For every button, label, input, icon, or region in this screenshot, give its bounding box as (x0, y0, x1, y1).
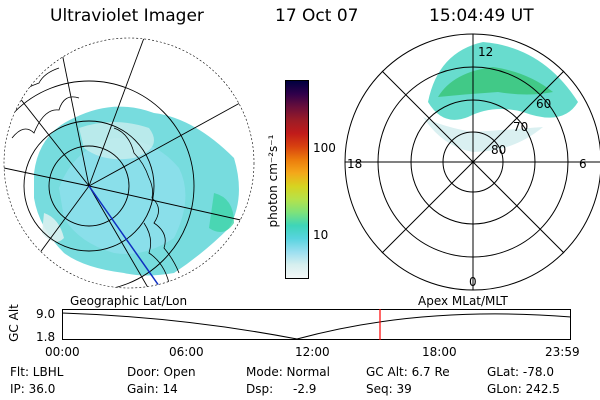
colorbar-tick-100: 100 (313, 141, 336, 155)
time-tick-0000: 00:00 (45, 345, 80, 359)
altitude-timeline (61, 309, 572, 340)
app-title: Ultraviolet Imager (50, 6, 204, 26)
geographic-map (3, 37, 255, 289)
colorbar (285, 80, 309, 279)
left-map-label: Geographic Lat/Lon (70, 294, 188, 308)
dsp-value: -2.9 (293, 382, 317, 396)
date-label: 17 Oct 07 (275, 6, 359, 26)
mlat-label-70: 70 (513, 120, 529, 134)
mlat-label-60: 60 (536, 97, 552, 111)
door-label: Door: Open (127, 365, 196, 379)
gain-label: Gain: 14 (127, 382, 178, 396)
time-tick-0600: 06:00 (169, 345, 204, 359)
satellite-track (88, 185, 165, 288)
mlt-label-0: 0 (469, 275, 477, 289)
ip-label: IP: 36.0 (10, 382, 56, 396)
colorbar-unit-label: photon cm⁻²s⁻¹ (266, 134, 280, 228)
timeline-axis-label: GC Alt (7, 304, 21, 342)
time-tick-2359: 23:59 (545, 345, 580, 359)
mlt-label-12: 12 (478, 45, 494, 59)
seq-label: Seq: 39 (366, 382, 412, 396)
time-tick-1800: 18:00 (422, 345, 457, 359)
apex-polar-map (344, 33, 600, 291)
filter-label: Flt: LBHL (10, 365, 64, 379)
timeline-y-bottom: 1.8 (36, 330, 56, 344)
mlt-label-6: 6 (579, 157, 587, 171)
altitude-curve (61, 312, 572, 340)
glon-label: GLon: 242.5 (487, 382, 560, 396)
right-map-label: Apex MLat/MLT (418, 294, 508, 308)
dsp-label: Dsp: (246, 382, 274, 396)
mlt-label-18: 18 (347, 157, 363, 171)
mlat-label-80: 80 (491, 143, 507, 157)
timeline-y-top: 9.0 (36, 307, 56, 321)
mode-label: Mode: Normal (246, 365, 330, 379)
time-tick-1200: 12:00 (295, 345, 330, 359)
gc-alt-label: GC Alt: 6.7 Re (366, 365, 450, 379)
glat-label: GLat: -78.0 (487, 365, 554, 379)
time-label: 15:04:49 UT (429, 6, 534, 26)
colorbar-tick-10: 10 (313, 228, 329, 242)
